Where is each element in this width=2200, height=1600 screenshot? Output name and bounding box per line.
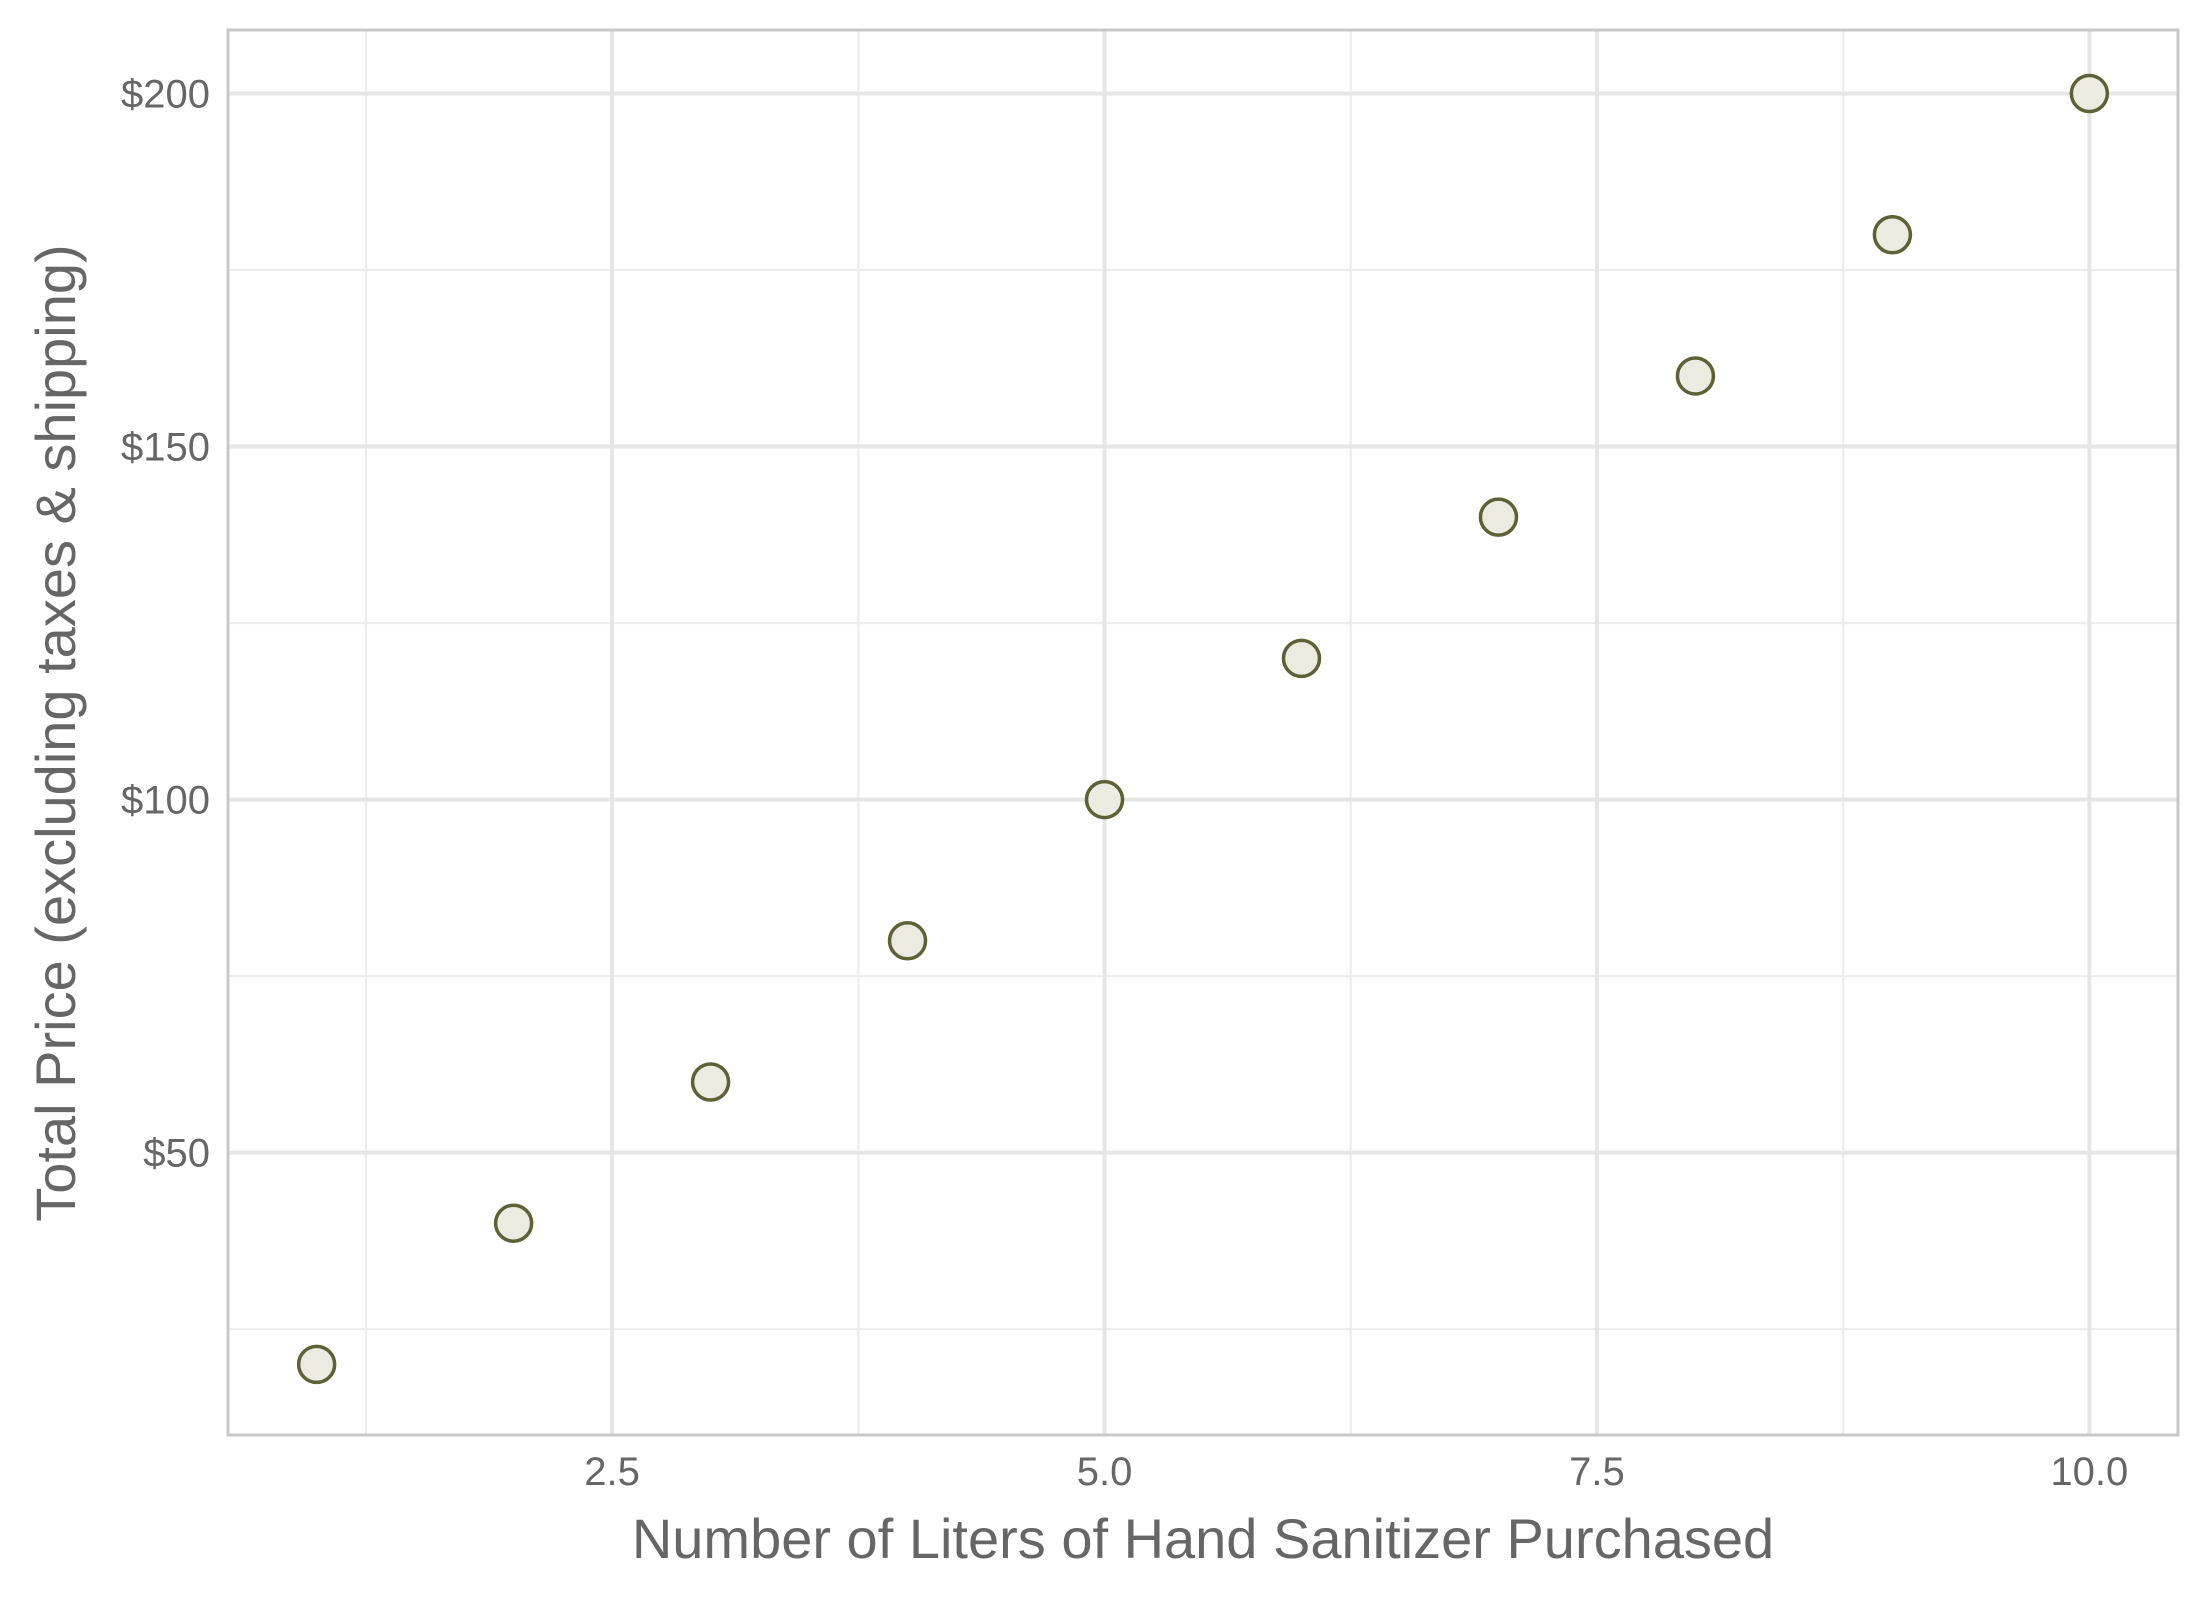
y-tick-label: $200 (121, 73, 210, 117)
minor-gridlines (228, 30, 2178, 1435)
x-axis-title: Number of Liters of Hand Sanitizer Purch… (632, 1507, 1774, 1570)
data-point (296, 1344, 337, 1385)
y-axis-title: Total Price (excluding taxes & shipping) (24, 244, 87, 1221)
data-point (1675, 356, 1716, 396)
data-point (493, 1203, 534, 1243)
data-points (296, 73, 2110, 1385)
y-tick-label: $50 (143, 1132, 210, 1176)
x-tick-label: 7.5 (1569, 1450, 1625, 1494)
x-tick-label: 10.0 (2050, 1450, 2128, 1494)
panel-border (226, 28, 2180, 1437)
y-tick-label: $150 (121, 426, 210, 470)
data-point (1281, 638, 1322, 679)
data-point (2069, 73, 2110, 114)
y-axis-ticks: $50 $100 $150 $200 (121, 73, 210, 1176)
data-point (1478, 497, 1519, 537)
major-gridlines (228, 30, 2178, 1435)
data-point (690, 1062, 731, 1102)
x-tick-label: 5.0 (1077, 1450, 1133, 1494)
x-tick-label: 2.5 (584, 1450, 640, 1494)
x-axis-ticks: 2.5 5.0 7.5 10.0 (584, 1450, 2128, 1494)
data-point (1872, 214, 1913, 255)
data-point (1084, 779, 1125, 820)
plot-background (228, 30, 2178, 1435)
data-point (887, 921, 928, 961)
y-tick-label: $100 (121, 779, 210, 823)
